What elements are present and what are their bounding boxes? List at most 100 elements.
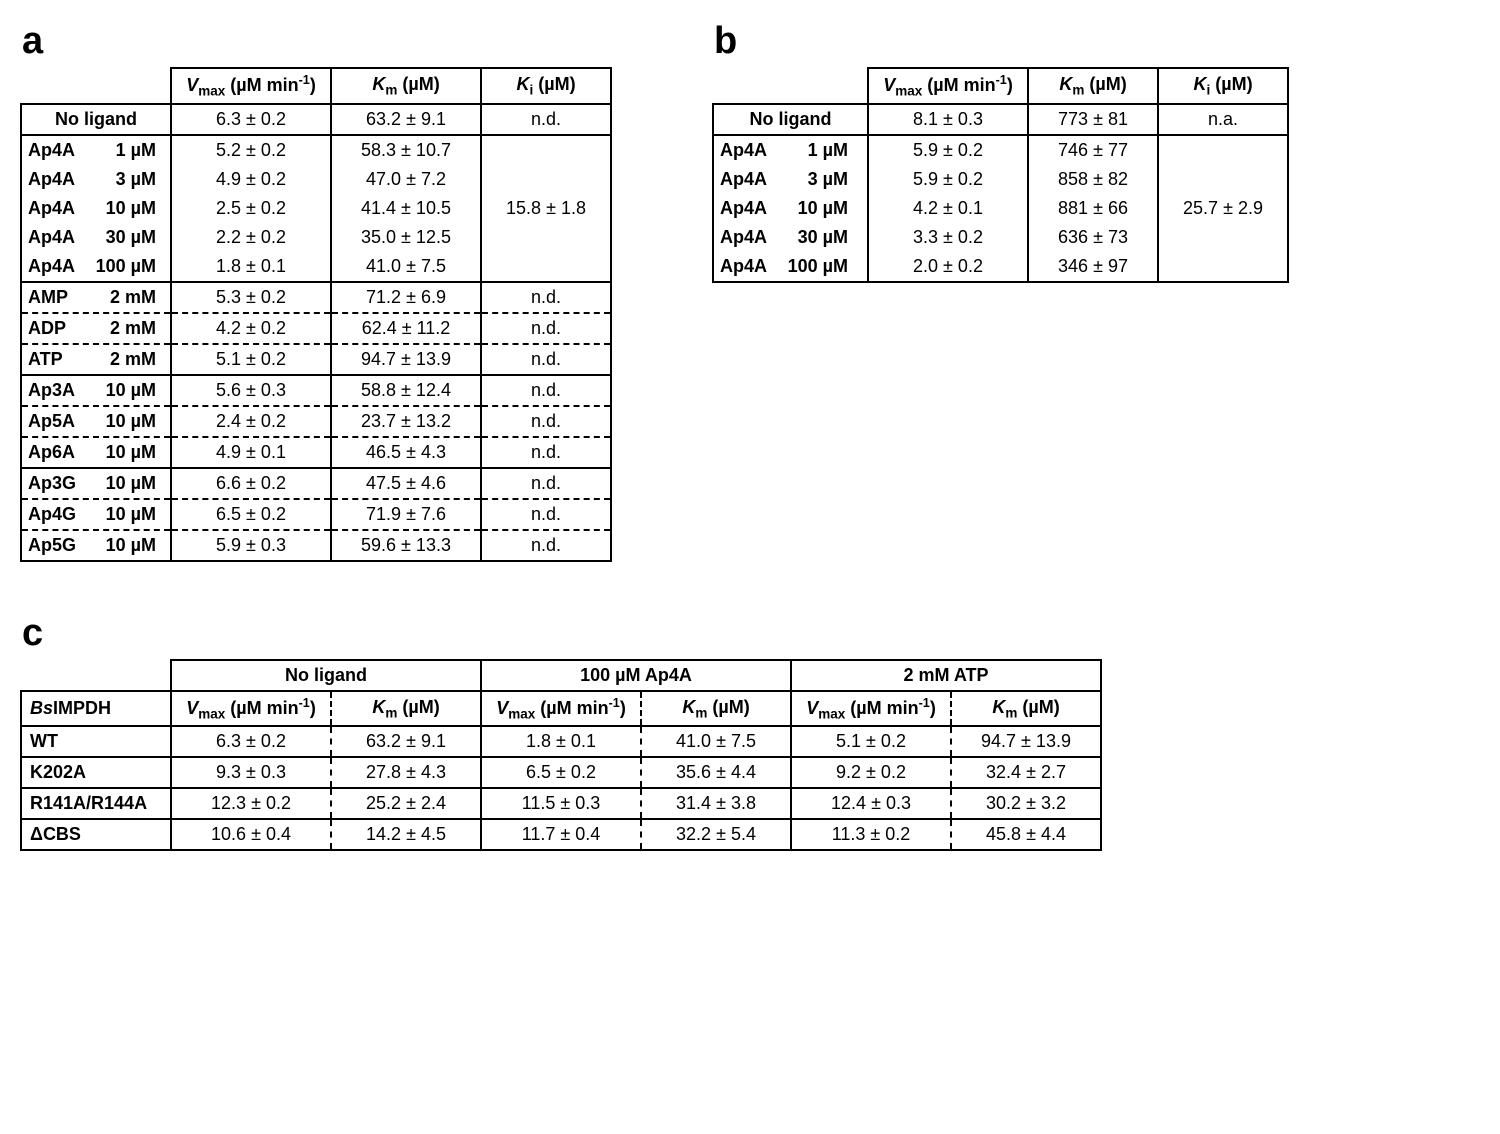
cell-value: 8.1 ± 0.3 (868, 104, 1028, 135)
row-variant: K202A (21, 757, 171, 788)
panel-b: b Vmax (µM min-1)Km (µM)Ki (µM)No ligand… (712, 20, 1289, 283)
cell-value: n.d. (481, 104, 611, 135)
cell-value: 35.6 ± 4.4 (641, 757, 791, 788)
cell-value: 94.7 ± 13.9 (331, 344, 481, 375)
col-ki: Ki (µM) (481, 68, 611, 104)
cell-value: 94.7 ± 13.9 (951, 726, 1101, 757)
cell-value: n.d. (481, 406, 611, 437)
cell-value: 858 ± 82 (1028, 165, 1158, 194)
cell-value: 12.4 ± 0.3 (791, 788, 951, 819)
col-km: Km (µM) (641, 691, 791, 727)
cell-value: 5.9 ± 0.2 (868, 165, 1028, 194)
row-ligand: Ap4A10 µM (713, 194, 868, 223)
cell-value: n.d. (481, 530, 611, 561)
row-ligand: Ap4A1 µM (21, 135, 171, 165)
table-a: Vmax (µM min-1)Km (µM)Ki (µM)No ligand6.… (20, 67, 612, 562)
cell-value: 6.5 ± 0.2 (481, 757, 641, 788)
table-b: Vmax (µM min-1)Km (µM)Ki (µM)No ligand8.… (712, 67, 1289, 283)
cell-value: 12.3 ± 0.2 (171, 788, 331, 819)
cell-value: 2.2 ± 0.2 (171, 223, 331, 252)
cell-value: 1.8 ± 0.1 (481, 726, 641, 757)
panel-c-label: c (22, 612, 1480, 655)
cell-value: 41.4 ± 10.5 (331, 194, 481, 223)
row-ligand: ADP2 mM (21, 313, 171, 344)
cell-value: 9.3 ± 0.3 (171, 757, 331, 788)
row-ligand: Ap4A100 µM (21, 252, 171, 282)
cell-value: 45.8 ± 4.4 (951, 819, 1101, 850)
cell-value: 59.6 ± 13.3 (331, 530, 481, 561)
cell-value: 47.5 ± 4.6 (331, 468, 481, 499)
cell-value: 5.9 ± 0.2 (868, 135, 1028, 165)
row-variant: ΔCBS (21, 819, 171, 850)
row-ligand: AMP2 mM (21, 282, 171, 313)
cell-value: 30.2 ± 3.2 (951, 788, 1101, 819)
col-vmax: Vmax (µM min-1) (481, 691, 641, 727)
cell-value: n.d. (481, 313, 611, 344)
cell-value: 27.8 ± 4.3 (331, 757, 481, 788)
cell-value: n.a. (1158, 104, 1288, 135)
cell-value: 11.7 ± 0.4 (481, 819, 641, 850)
cell-value: n.d. (481, 282, 611, 313)
cell-value: 2.4 ± 0.2 (171, 406, 331, 437)
panel-b-label: b (714, 20, 1289, 63)
cell-value: 6.5 ± 0.2 (171, 499, 331, 530)
cell-value: 58.8 ± 12.4 (331, 375, 481, 406)
cond-atp: 2 mM ATP (791, 660, 1101, 691)
row-ligand: ATP2 mM (21, 344, 171, 375)
cell-value: 5.9 ± 0.3 (171, 530, 331, 561)
cell-value: n.d. (481, 375, 611, 406)
cell-value: 746 ± 77 (1028, 135, 1158, 165)
cell-value: 5.3 ± 0.2 (171, 282, 331, 313)
col-km: Km (µM) (951, 691, 1101, 727)
panel-a-label: a (22, 20, 612, 63)
col-km: Km (µM) (1028, 68, 1158, 104)
row-ligand: Ap4G10 µM (21, 499, 171, 530)
row-ligand: Ap4A100 µM (713, 252, 868, 282)
cell-value: 636 ± 73 (1028, 223, 1158, 252)
cell-value: 14.2 ± 4.5 (331, 819, 481, 850)
cell-value: 47.0 ± 7.2 (331, 165, 481, 194)
cell-value: 46.5 ± 4.3 (331, 437, 481, 468)
cell-value: 32.4 ± 2.7 (951, 757, 1101, 788)
cell-value: 35.0 ± 12.5 (331, 223, 481, 252)
cell-value: 3.3 ± 0.2 (868, 223, 1028, 252)
cell-value: 2.5 ± 0.2 (171, 194, 331, 223)
cell-ki: 15.8 ± 1.8 (481, 135, 611, 282)
cell-value: 58.3 ± 10.7 (331, 135, 481, 165)
row-ligand: Ap5A10 µM (21, 406, 171, 437)
cell-value: 63.2 ± 9.1 (331, 726, 481, 757)
cell-value: n.d. (481, 499, 611, 530)
cell-value: 4.9 ± 0.1 (171, 437, 331, 468)
row-ligand: Ap3A10 µM (21, 375, 171, 406)
cell-value: 41.0 ± 7.5 (331, 252, 481, 282)
cell-value: 11.5 ± 0.3 (481, 788, 641, 819)
row-ligand: Ap4A1 µM (713, 135, 868, 165)
cell-value: 5.2 ± 0.2 (171, 135, 331, 165)
col-vmax: Vmax (µM min-1) (791, 691, 951, 727)
row-ligand: Ap5G10 µM (21, 530, 171, 561)
cell-value: 25.2 ± 2.4 (331, 788, 481, 819)
cell-value: 6.3 ± 0.2 (171, 726, 331, 757)
cell-value: 32.2 ± 5.4 (641, 819, 791, 850)
row-ligand: Ap4A30 µM (21, 223, 171, 252)
cell-value: 41.0 ± 7.5 (641, 726, 791, 757)
col-ki: Ki (µM) (1158, 68, 1288, 104)
cell-value: 5.6 ± 0.3 (171, 375, 331, 406)
cell-value: 2.0 ± 0.2 (868, 252, 1028, 282)
row-ligand: Ap4A3 µM (21, 165, 171, 194)
row-variant: R141A/R144A (21, 788, 171, 819)
cell-ki: 25.7 ± 2.9 (1158, 135, 1288, 282)
cell-value: 63.2 ± 9.1 (331, 104, 481, 135)
row-header-bsimpdh: BsIMPDH (21, 691, 171, 727)
col-vmax: Vmax (µM min-1) (171, 691, 331, 727)
row-variant: WT (21, 726, 171, 757)
cell-value: n.d. (481, 437, 611, 468)
cell-value: 31.4 ± 3.8 (641, 788, 791, 819)
cell-value: 11.3 ± 0.2 (791, 819, 951, 850)
cell-value: 62.4 ± 11.2 (331, 313, 481, 344)
cell-value: 10.6 ± 0.4 (171, 819, 331, 850)
row-ligand: Ap4A3 µM (713, 165, 868, 194)
cond-ap4a: 100 µM Ap4A (481, 660, 791, 691)
cell-value: 346 ± 97 (1028, 252, 1158, 282)
col-vmax: Vmax (µM min-1) (171, 68, 331, 104)
